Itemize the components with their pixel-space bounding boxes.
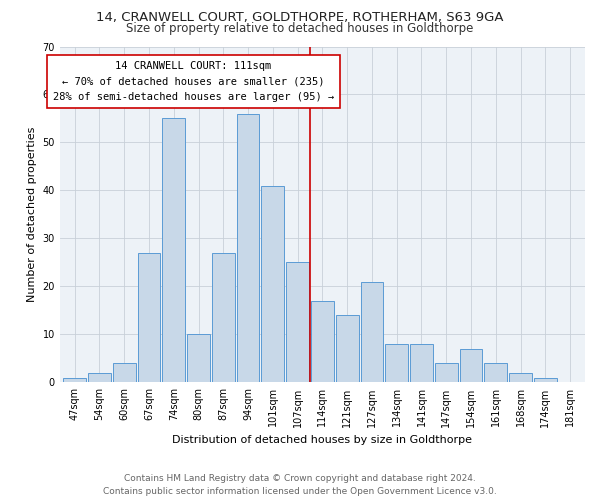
Text: 14, CRANWELL COURT, GOLDTHORPE, ROTHERHAM, S63 9GA: 14, CRANWELL COURT, GOLDTHORPE, ROTHERHA… bbox=[96, 11, 504, 24]
Bar bbox=[534, 378, 557, 382]
Bar bbox=[509, 373, 532, 382]
Bar bbox=[63, 378, 86, 382]
Bar bbox=[361, 282, 383, 382]
Bar bbox=[286, 262, 309, 382]
Bar bbox=[113, 363, 136, 382]
Text: Contains HM Land Registry data © Crown copyright and database right 2024.
Contai: Contains HM Land Registry data © Crown c… bbox=[103, 474, 497, 496]
Bar bbox=[137, 253, 160, 382]
Y-axis label: Number of detached properties: Number of detached properties bbox=[27, 127, 37, 302]
Bar bbox=[262, 186, 284, 382]
Bar bbox=[88, 373, 111, 382]
Bar bbox=[336, 315, 359, 382]
Bar bbox=[212, 253, 235, 382]
Bar bbox=[484, 363, 507, 382]
Bar bbox=[410, 344, 433, 383]
Text: 14 CRANWELL COURT: 111sqm
← 70% of detached houses are smaller (235)
28% of semi: 14 CRANWELL COURT: 111sqm ← 70% of detac… bbox=[53, 61, 334, 102]
X-axis label: Distribution of detached houses by size in Goldthorpe: Distribution of detached houses by size … bbox=[172, 435, 472, 445]
Bar bbox=[460, 349, 482, 382]
Bar bbox=[163, 118, 185, 382]
Bar bbox=[236, 114, 259, 382]
Bar bbox=[385, 344, 408, 383]
Bar bbox=[435, 363, 458, 382]
Bar bbox=[311, 301, 334, 382]
Bar bbox=[187, 334, 210, 382]
Text: Size of property relative to detached houses in Goldthorpe: Size of property relative to detached ho… bbox=[127, 22, 473, 35]
